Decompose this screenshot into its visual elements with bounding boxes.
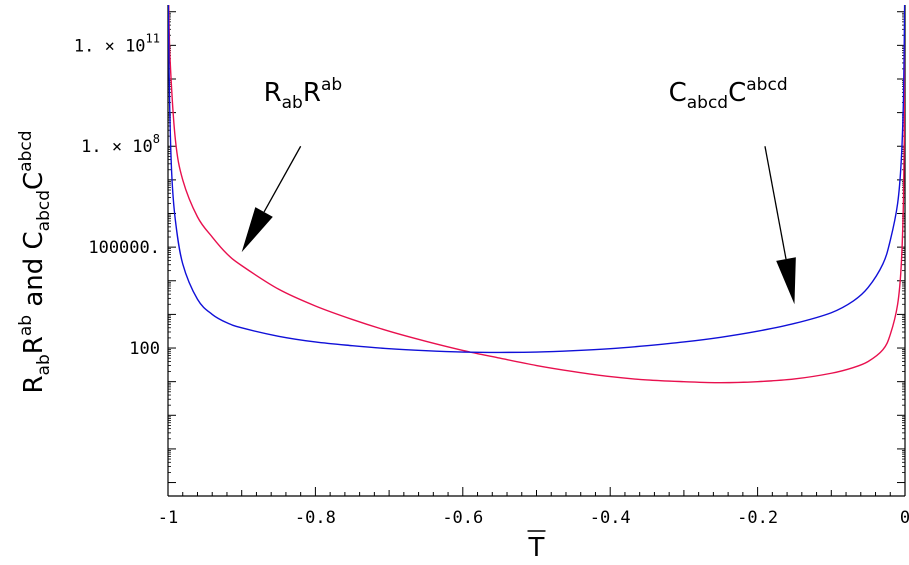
x-tick-label: -0.2 — [737, 508, 778, 528]
ricci-label-arrow-shaft — [263, 145, 302, 213]
y-tick-label: 1. × 1011 — [74, 31, 160, 56]
x-tick-label: -0.6 — [442, 508, 483, 528]
series-line-ricci — [168, 4, 905, 384]
weyl-label-arrow-shaft — [764, 146, 787, 260]
y-tick-label: 100 — [129, 339, 160, 359]
x-tick-label: -1 — [158, 508, 178, 528]
annotations: RabRab CabcdCabcd — [241, 75, 796, 305]
x-axis-title: T — [528, 533, 545, 563]
y-tick-label: 100000. — [88, 238, 160, 258]
x-tick-label: -0.8 — [295, 508, 336, 528]
weyl-label: CabcdCabcd — [669, 75, 788, 113]
y-tick-label: 1. × 108 — [81, 132, 160, 157]
x-tick-label: 0 — [900, 508, 909, 528]
x-tick-label: -0.4 — [590, 508, 631, 528]
series-line-weyl — [168, 4, 905, 354]
y-axis-title: RabRab and CabcdCabcd — [16, 130, 54, 393]
ricci-label: RabRab — [264, 75, 343, 113]
weyl-label-arrow-head — [776, 257, 796, 305]
series-group — [168, 4, 905, 384]
ricci-label-arrow-head — [241, 207, 273, 253]
